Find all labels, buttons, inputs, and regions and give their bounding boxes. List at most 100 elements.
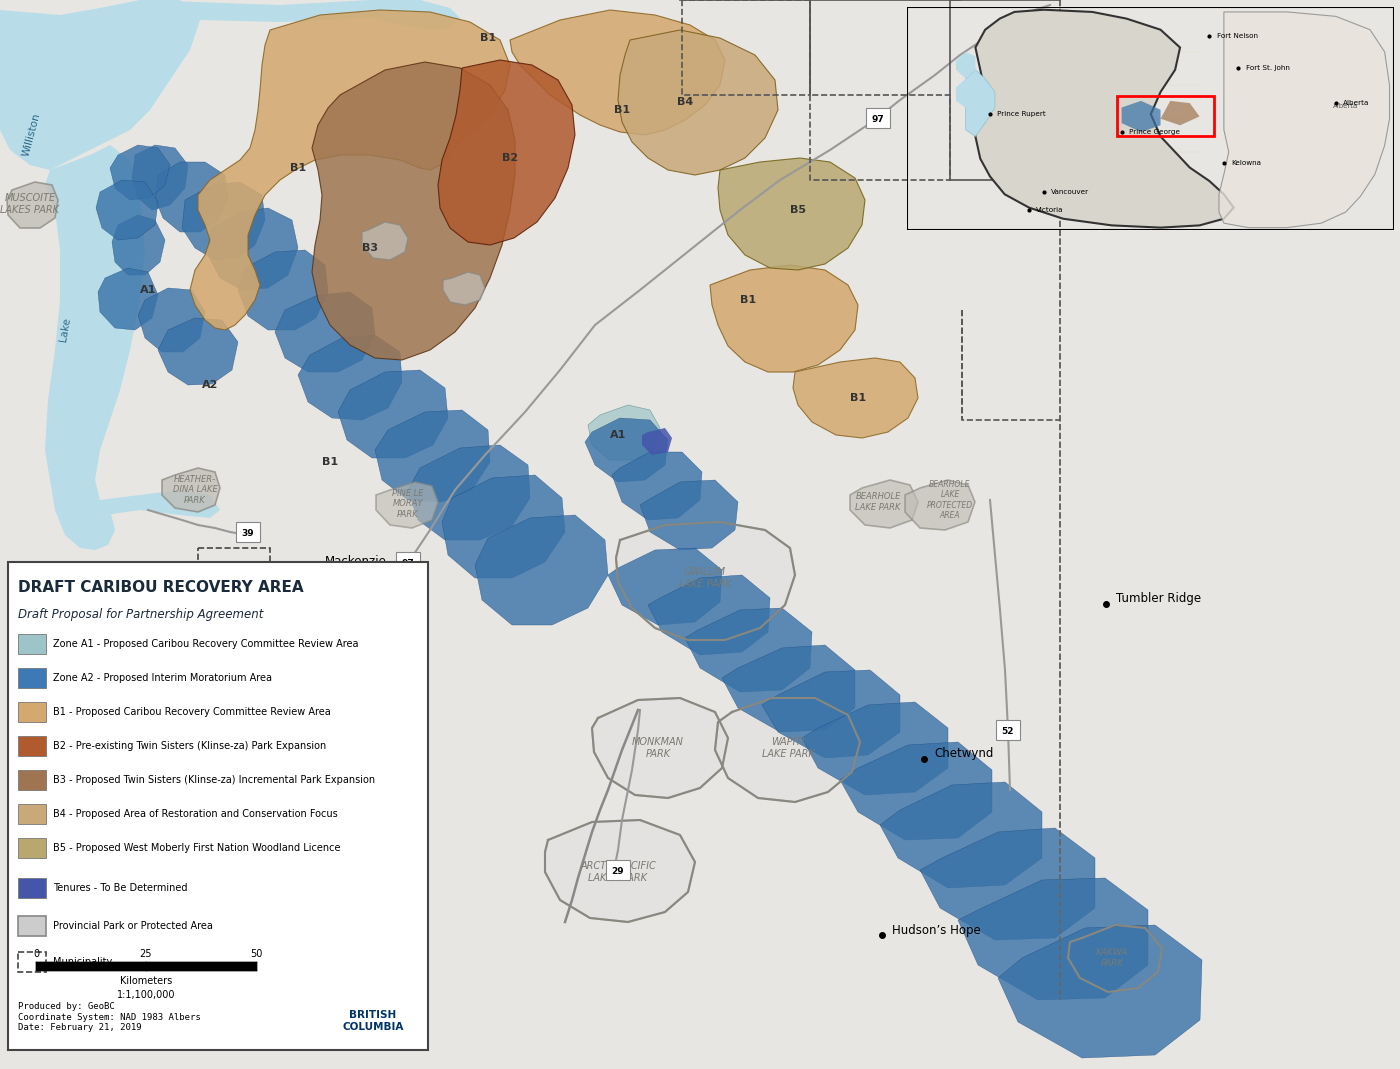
Text: Tumbler Ridge: Tumbler Ridge xyxy=(1116,592,1201,605)
Text: Mackenzie: Mackenzie xyxy=(325,555,386,568)
Polygon shape xyxy=(209,208,298,290)
Bar xyxy=(237,522,260,542)
Text: BRITISH
COLUMBIA: BRITISH COLUMBIA xyxy=(343,1010,403,1032)
Bar xyxy=(18,668,46,688)
Text: 39: 39 xyxy=(242,528,255,538)
Text: Provincial Park or Protected Area: Provincial Park or Protected Area xyxy=(53,921,213,931)
Polygon shape xyxy=(442,475,566,578)
Text: B1: B1 xyxy=(741,295,756,305)
Polygon shape xyxy=(182,182,265,260)
Polygon shape xyxy=(139,288,204,352)
Text: Lake: Lake xyxy=(57,317,71,343)
Text: Prince George: Prince George xyxy=(1128,129,1180,135)
Bar xyxy=(8,562,428,1050)
Polygon shape xyxy=(643,428,672,455)
Polygon shape xyxy=(722,645,855,732)
Bar xyxy=(18,916,46,936)
Polygon shape xyxy=(190,10,510,330)
Text: Tenures - To Be Determined: Tenures - To Be Determined xyxy=(53,883,188,893)
Text: MONKMAN
PARK: MONKMAN PARK xyxy=(631,738,685,759)
Text: Kelowna: Kelowna xyxy=(1231,160,1261,166)
Polygon shape xyxy=(312,62,515,360)
Polygon shape xyxy=(140,0,461,30)
Polygon shape xyxy=(840,742,993,840)
Bar xyxy=(396,552,420,572)
Text: A1: A1 xyxy=(610,430,626,440)
Polygon shape xyxy=(592,698,728,797)
Polygon shape xyxy=(363,222,407,260)
Polygon shape xyxy=(792,358,918,438)
Polygon shape xyxy=(238,250,328,330)
Text: 97: 97 xyxy=(402,558,414,568)
Polygon shape xyxy=(904,480,974,530)
Text: MUSCOITE
LAKES PARK: MUSCOITE LAKES PARK xyxy=(0,193,59,215)
Text: B2: B2 xyxy=(503,153,518,162)
Text: Fort St. John: Fort St. John xyxy=(1246,64,1289,71)
Polygon shape xyxy=(640,480,738,549)
Text: 52: 52 xyxy=(1002,727,1014,735)
Polygon shape xyxy=(920,828,1095,940)
Polygon shape xyxy=(45,145,146,549)
Bar xyxy=(18,838,46,858)
Polygon shape xyxy=(998,925,1203,1058)
Text: Zone A1 - Proposed Caribou Recovery Committee Review Area: Zone A1 - Proposed Caribou Recovery Comm… xyxy=(53,639,358,649)
Polygon shape xyxy=(718,158,865,270)
Polygon shape xyxy=(715,698,860,802)
Text: Hudson’s Hope: Hudson’s Hope xyxy=(892,924,981,936)
Text: B1: B1 xyxy=(322,458,337,467)
Text: B1: B1 xyxy=(480,33,496,43)
Polygon shape xyxy=(375,410,490,502)
Polygon shape xyxy=(617,30,778,175)
Text: KAKWA
PARK: KAKWA PARK xyxy=(1096,948,1128,967)
Text: Alberta: Alberta xyxy=(1333,103,1358,109)
Text: B1 - Proposed Caribou Recovery Committee Review Area: B1 - Proposed Caribou Recovery Committee… xyxy=(53,707,330,717)
Polygon shape xyxy=(802,702,948,795)
Polygon shape xyxy=(475,515,608,625)
Text: 1:1,100,000: 1:1,100,000 xyxy=(116,990,175,1000)
Polygon shape xyxy=(762,670,900,758)
Text: A2: A2 xyxy=(202,379,218,390)
Polygon shape xyxy=(111,145,169,200)
Polygon shape xyxy=(1068,925,1162,992)
Polygon shape xyxy=(648,575,770,655)
Text: B5: B5 xyxy=(790,205,806,215)
Text: BEARHOLE
LAKE PARK: BEARHOLE LAKE PARK xyxy=(855,493,900,512)
Bar xyxy=(18,952,46,972)
Polygon shape xyxy=(956,52,976,79)
Text: Municipality: Municipality xyxy=(53,957,112,967)
Bar xyxy=(18,702,46,722)
Polygon shape xyxy=(585,418,668,482)
Text: B3: B3 xyxy=(363,243,378,253)
Bar xyxy=(18,804,46,824)
Text: B3 - Proposed Twin Sisters (Klinse-za) Incremental Park Expansion: B3 - Proposed Twin Sisters (Klinse-za) I… xyxy=(53,775,375,785)
Text: Produced by: GeoBC
Coordinate System: NAD 1983 Albers
Date: February 21, 2019: Produced by: GeoBC Coordinate System: NA… xyxy=(18,1003,200,1032)
Polygon shape xyxy=(155,162,228,232)
Text: DRAFT CARIBOU RECOVERY AREA: DRAFT CARIBOU RECOVERY AREA xyxy=(18,580,304,595)
Polygon shape xyxy=(274,292,375,372)
Bar xyxy=(146,962,256,970)
Text: HEATHER-
DINA LAKE
PARK: HEATHER- DINA LAKE PARK xyxy=(172,475,217,505)
Text: GWILLIM
LAKE PARK: GWILLIM LAKE PARK xyxy=(679,568,731,589)
Polygon shape xyxy=(958,878,1148,1000)
Bar xyxy=(18,878,46,898)
Text: 50: 50 xyxy=(249,949,262,959)
Bar xyxy=(18,735,46,756)
Polygon shape xyxy=(956,79,976,108)
Text: Williston: Williston xyxy=(21,112,42,158)
Text: B1: B1 xyxy=(290,162,307,173)
Polygon shape xyxy=(976,10,1233,228)
Polygon shape xyxy=(685,608,812,692)
Polygon shape xyxy=(7,182,57,228)
Polygon shape xyxy=(608,548,722,625)
Polygon shape xyxy=(545,820,694,921)
Bar xyxy=(18,770,46,790)
Polygon shape xyxy=(98,268,158,330)
Polygon shape xyxy=(1121,100,1161,131)
Polygon shape xyxy=(97,180,158,241)
Text: 0: 0 xyxy=(34,949,39,959)
Polygon shape xyxy=(442,272,484,305)
Bar xyxy=(606,859,630,880)
Polygon shape xyxy=(710,265,858,372)
Text: Victoria: Victoria xyxy=(1036,206,1064,213)
Polygon shape xyxy=(1161,100,1200,125)
